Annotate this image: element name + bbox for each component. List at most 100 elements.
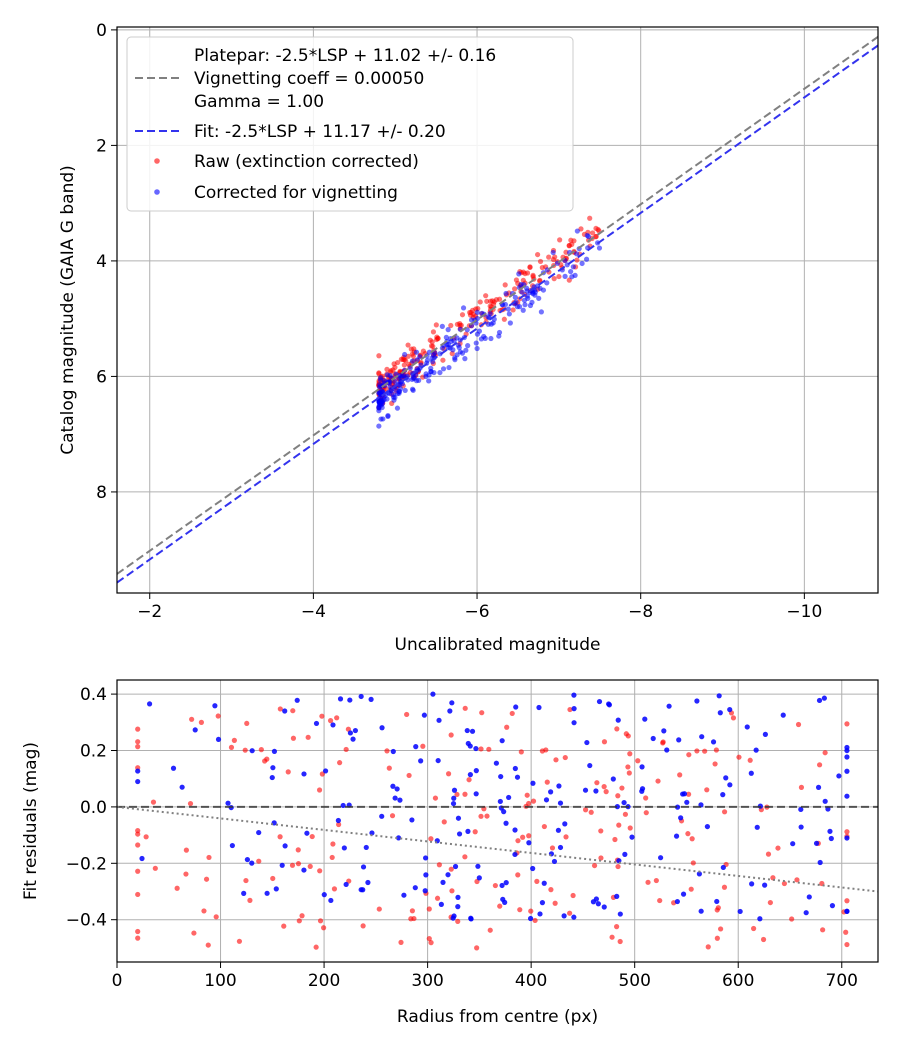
- corrected-point: [426, 372, 432, 378]
- bottom-y-axis-label: Fit residuals (mag): [21, 742, 41, 900]
- raw-residual-point: [794, 877, 800, 883]
- legend-label: Platepar: -2.5*LSP + 11.02 +/- 0.16: [194, 46, 496, 66]
- raw-point: [388, 368, 394, 374]
- top-x-tick-label: −2: [137, 602, 162, 622]
- bottom-grid: [116, 680, 878, 962]
- corrected-residual-point: [409, 817, 415, 823]
- raw-residual-point: [135, 868, 141, 874]
- corrected-residual-point: [615, 717, 621, 723]
- raw-residual-point: [289, 862, 296, 868]
- raw-residual-point: [822, 750, 828, 756]
- corrected-residual-point: [135, 778, 141, 785]
- raw-residual-point: [299, 913, 305, 919]
- raw-residual-point: [135, 726, 141, 732]
- raw-residual-point: [191, 930, 197, 936]
- raw-point: [484, 298, 490, 304]
- corrected-residual-point: [844, 754, 850, 760]
- raw-residual-point: [479, 710, 485, 716]
- raw-residual-point: [295, 861, 302, 867]
- raw-point: [430, 329, 437, 335]
- corrected-residual-point: [798, 806, 804, 813]
- raw-point: [469, 307, 476, 313]
- raw-residual-point: [492, 882, 498, 889]
- corrected-point: [376, 423, 382, 429]
- raw-residual-point: [262, 758, 268, 764]
- raw-point: [408, 346, 414, 352]
- raw-point: [512, 286, 518, 292]
- raw-residual-point: [337, 760, 343, 766]
- raw-point: [401, 362, 407, 368]
- corrected-residual-point: [430, 691, 436, 697]
- corrected-residual-point: [469, 728, 476, 734]
- raw-residual-point: [420, 743, 426, 749]
- raw-residual-point: [317, 918, 324, 924]
- corrected-residual-point: [506, 794, 512, 801]
- corrected-residual-point: [658, 855, 664, 861]
- raw-point: [376, 353, 382, 359]
- raw-residual-point: [497, 903, 503, 909]
- raw-residual-point: [330, 841, 336, 847]
- corrected-point: [538, 309, 544, 315]
- corrected-residual-point: [571, 692, 577, 698]
- raw-residual-point: [686, 752, 692, 758]
- corrected-residual-point: [844, 768, 850, 774]
- corrected-residual-point: [304, 830, 310, 836]
- raw-residual-point: [258, 747, 264, 753]
- corrected-residual-point: [821, 695, 827, 701]
- raw-point: [458, 322, 464, 328]
- raw-residual-point: [135, 831, 141, 837]
- corrected-point: [462, 356, 468, 362]
- raw-residual-point: [544, 779, 550, 785]
- raw-residual-point: [601, 739, 608, 745]
- corrected-point: [426, 378, 432, 384]
- corrected-point: [584, 232, 590, 239]
- corrected-point: [391, 397, 397, 403]
- raw-residual-point: [844, 829, 850, 835]
- raw-residual-point: [843, 929, 849, 935]
- bottom-scatter-points: [135, 691, 850, 951]
- corrected-residual-point: [527, 915, 534, 922]
- corrected-residual-point: [379, 725, 385, 731]
- raw-residual-point: [205, 942, 211, 948]
- raw-residual-point: [686, 791, 692, 797]
- raw-residual-point: [689, 836, 695, 842]
- raw-residual-point: [448, 732, 454, 738]
- raw-residual-point: [472, 829, 478, 835]
- raw-residual-point: [135, 842, 141, 848]
- corrected-residual-point: [256, 829, 262, 836]
- corrected-residual-point: [440, 879, 446, 885]
- corrected-residual-point: [664, 747, 670, 753]
- raw-residual-point: [152, 865, 158, 871]
- corrected-residual-point: [590, 899, 597, 905]
- corrected-point: [516, 271, 522, 277]
- corrected-residual-point: [360, 887, 366, 893]
- corrected-residual-point: [499, 882, 505, 889]
- corrected-residual-point: [723, 775, 729, 781]
- raw-point: [409, 351, 415, 357]
- corrected-residual-point: [639, 764, 645, 770]
- corrected-residual-point: [639, 788, 645, 794]
- raw-residual-point: [329, 854, 335, 861]
- raw-residual-point: [615, 793, 621, 799]
- corrected-residual-point: [501, 809, 507, 815]
- corrected-residual-point: [676, 737, 682, 743]
- legend-dot-swatch: [154, 158, 160, 164]
- raw-residual-point: [206, 854, 212, 861]
- raw-residual-point: [562, 754, 568, 761]
- raw-point: [384, 366, 390, 372]
- raw-residual-point: [474, 945, 480, 951]
- raw-residual-point: [509, 710, 515, 717]
- corrected-residual-point: [753, 747, 759, 753]
- corrected-residual-point: [844, 835, 850, 841]
- raw-residual-point: [549, 845, 556, 851]
- raw-residual-point: [462, 854, 468, 860]
- raw-residual-point: [520, 834, 526, 840]
- raw-residual-point: [277, 834, 283, 840]
- raw-residual-point: [215, 713, 221, 719]
- bottom-y-tick-label: 0.0: [80, 798, 107, 818]
- raw-residual-point: [518, 749, 524, 755]
- raw-point: [546, 254, 552, 260]
- raw-residual-point: [767, 899, 773, 906]
- bottom-y-tick-label: 0.4: [80, 685, 107, 705]
- corrected-residual-point: [610, 776, 616, 782]
